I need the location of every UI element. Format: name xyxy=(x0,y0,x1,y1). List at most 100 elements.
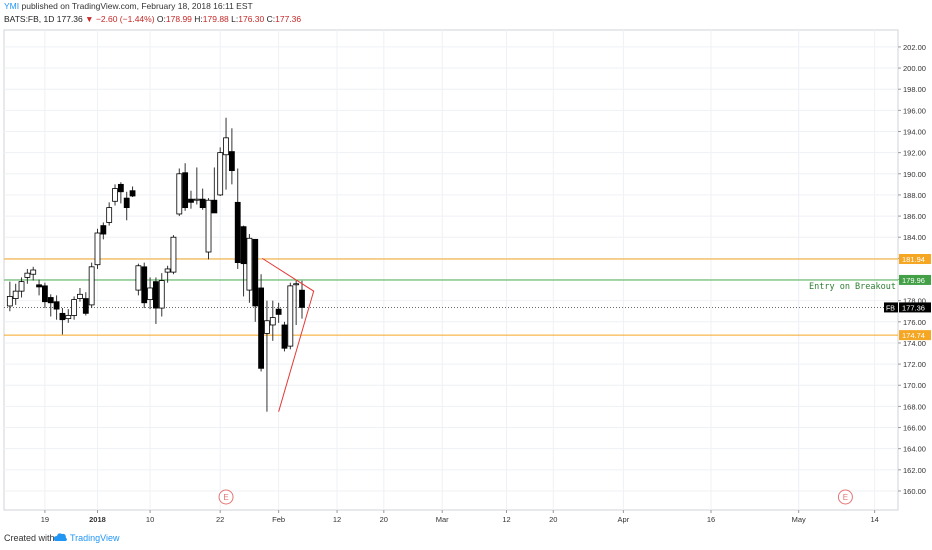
candle-up xyxy=(170,236,177,273)
candle-up xyxy=(246,237,253,291)
candle-down xyxy=(199,198,206,209)
candle-up xyxy=(264,320,270,334)
level-price-label: 174.74 xyxy=(902,331,925,340)
earnings-label: E xyxy=(843,493,848,502)
y-tick-label: 174.00 xyxy=(903,339,926,348)
candle-down xyxy=(117,183,124,193)
footer: Created with TradingView xyxy=(0,526,932,550)
candle-down xyxy=(100,225,107,235)
level-price-tag xyxy=(899,330,931,341)
last-price: 177.36 xyxy=(56,14,83,24)
candle-down xyxy=(129,190,136,197)
candle-down xyxy=(42,285,48,303)
x-tick-label: 12 xyxy=(502,515,510,524)
candle-down xyxy=(123,197,130,209)
triangle-drawing[interactable] xyxy=(261,257,315,412)
footer-created-text: Created with xyxy=(4,533,55,543)
candle-up xyxy=(158,280,165,309)
time-axis[interactable]: 19 2018 10 22 Feb 12 20 Mar 12 20 Apr 16 May 14 xyxy=(41,510,879,524)
candle-down xyxy=(53,301,60,310)
level-price-tag xyxy=(899,254,931,265)
x-tick-label: 12 xyxy=(333,515,341,524)
x-tick-label: Apr xyxy=(618,515,630,524)
close-label: C: xyxy=(266,14,276,24)
y-tick-label: 166.00 xyxy=(903,424,926,433)
earnings-label: E xyxy=(223,493,228,502)
candle-down xyxy=(252,238,259,307)
x-tick-label: 19 xyxy=(41,515,49,524)
candle-down xyxy=(182,172,189,209)
candle-up xyxy=(287,285,294,347)
tradingview-logo-icon xyxy=(53,533,67,541)
candle-down xyxy=(228,151,235,172)
x-tick-label: 14 xyxy=(870,515,878,524)
candle-up xyxy=(269,317,276,326)
high-label: H: xyxy=(194,14,203,24)
symbol-tag-label: FB xyxy=(886,305,895,312)
candle-up xyxy=(135,265,142,291)
level-price-tag xyxy=(899,274,931,285)
y-tick-label: 202.00 xyxy=(903,43,926,52)
candle-down xyxy=(281,324,288,349)
x-tick-label: 20 xyxy=(380,515,388,524)
high-value: 179.88 xyxy=(202,14,229,24)
plot-frame xyxy=(3,29,899,511)
open-label: O: xyxy=(156,14,166,24)
y-tick-label: 172.00 xyxy=(903,360,926,369)
candle-down xyxy=(258,287,264,369)
y-tick-label: 190.00 xyxy=(903,170,926,179)
y-tick-label: 162.00 xyxy=(903,466,926,475)
candle-up xyxy=(77,293,83,299)
y-tick-label: 160.00 xyxy=(903,487,926,496)
x-tick-label: 22 xyxy=(216,515,224,524)
level-price-label: 179.96 xyxy=(902,276,925,285)
candle-up xyxy=(6,296,13,307)
candle-down xyxy=(188,198,194,203)
candle-up xyxy=(88,266,95,306)
candle-down xyxy=(275,308,282,315)
candle-up xyxy=(94,232,101,266)
candle-down xyxy=(299,289,305,308)
candle-up xyxy=(223,137,229,156)
x-tick-label: Feb xyxy=(272,515,285,524)
candle-up xyxy=(12,290,19,299)
x-tick-label: 2018 xyxy=(89,515,106,524)
x-tick-label: May xyxy=(792,515,806,524)
candle-down xyxy=(211,199,218,214)
candle-down xyxy=(47,297,54,304)
symbol-label: BATS:FB, 1D xyxy=(4,14,55,24)
footer-brand-link[interactable]: TradingView xyxy=(70,533,120,543)
candle-down xyxy=(36,284,42,288)
x-tick-label: 10 xyxy=(146,515,154,524)
symbol-tag xyxy=(884,302,898,313)
last-price-label: 177.36 xyxy=(902,303,925,312)
triangle-shape[interactable] xyxy=(261,257,315,412)
y-tick-label: 178.00 xyxy=(903,297,926,306)
down-arrow-icon: ▼ xyxy=(85,14,94,24)
candle-down xyxy=(240,226,247,265)
candle-down xyxy=(234,201,241,263)
price-chart[interactable]: Entry on Breakout E E 160.00 162.00 164.00 1… xyxy=(0,0,932,526)
level-price-label: 181.94 xyxy=(902,255,925,264)
close-value: 177.36 xyxy=(275,14,302,24)
last-price-tag xyxy=(899,302,931,313)
y-tick-label: 184.00 xyxy=(903,233,926,242)
grid-lines xyxy=(4,30,898,510)
low-label: L: xyxy=(231,14,239,24)
candle-up xyxy=(293,283,300,286)
candle-down xyxy=(141,266,148,304)
author-link[interactable]: YMI xyxy=(4,1,20,11)
candle-up xyxy=(30,269,37,275)
y-tick-label: 200.00 xyxy=(903,64,926,73)
level-annotation: Entry on Breakout xyxy=(809,282,896,292)
price-axis[interactable]: 160.00 162.00 164.00 166.00 168.00 170.00 172.… xyxy=(884,43,931,496)
y-tick-label: 164.00 xyxy=(903,445,926,454)
y-tick-label: 188.00 xyxy=(903,191,926,200)
candles xyxy=(6,117,305,412)
change-value: −2.60 (−1.44%) xyxy=(95,14,155,24)
y-tick-label: 198.00 xyxy=(903,85,926,94)
candle-up xyxy=(65,315,72,320)
candle-up xyxy=(112,188,118,202)
candle-up xyxy=(71,299,78,316)
earnings-marker xyxy=(837,489,853,505)
